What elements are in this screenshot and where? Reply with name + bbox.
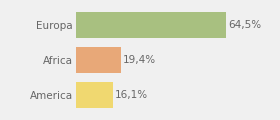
Bar: [76, 82, 113, 108]
Text: 64,5%: 64,5%: [228, 20, 261, 30]
Text: 16,1%: 16,1%: [115, 90, 148, 100]
Bar: [76, 47, 121, 73]
Bar: [76, 12, 226, 38]
Text: 19,4%: 19,4%: [123, 55, 156, 65]
